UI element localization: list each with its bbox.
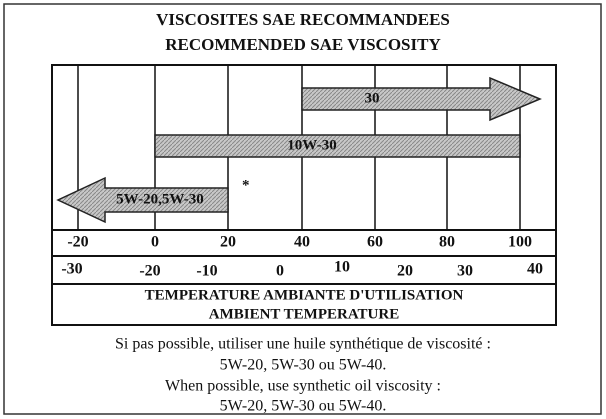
f-tick: 60 bbox=[367, 234, 383, 251]
title-fr: VISCOSITES SAE RECOMMANDEES bbox=[156, 10, 450, 29]
celsius-row: -30 -20 -10 0 10 20 30 40 bbox=[61, 259, 543, 280]
c-tick: 10 bbox=[334, 259, 350, 276]
note: Si pas possible, utiliser une huile synt… bbox=[115, 336, 491, 353]
grade-label: 5W-20,5W-30 bbox=[116, 191, 204, 207]
axis-label-fr: TEMPERATURE AMBIANTE D'UTILISATION bbox=[145, 287, 464, 303]
note: 5W-20, 5W-30 ou 5W-40. bbox=[220, 357, 387, 374]
c-tick: -20 bbox=[139, 263, 160, 280]
note: When possible, use synthetic oil viscosi… bbox=[165, 378, 441, 395]
c-tick: 30 bbox=[457, 263, 473, 280]
f-tick: 80 bbox=[439, 234, 455, 251]
f-tick: -20 bbox=[67, 234, 88, 251]
arrow-5w bbox=[56, 176, 229, 224]
fahrenheit-row: -20 0 20 40 60 80 100 bbox=[67, 234, 532, 251]
arrow-30 bbox=[301, 76, 542, 122]
grade-label: 10W-30 bbox=[287, 137, 336, 153]
c-tick: 40 bbox=[527, 261, 543, 278]
asterisk: * bbox=[242, 177, 250, 193]
f-tick: 0 bbox=[151, 234, 159, 251]
bar-10w30 bbox=[154, 134, 521, 158]
c-tick: -30 bbox=[61, 261, 82, 278]
f-tick: 100 bbox=[508, 234, 532, 251]
c-tick: 0 bbox=[276, 263, 284, 280]
note: 5W-20, 5W-30 ou 5W-40. bbox=[220, 398, 387, 415]
axis-label-en: AMBIENT TEMPERATURE bbox=[209, 306, 399, 322]
c-tick: 20 bbox=[397, 263, 413, 280]
c-tick: -10 bbox=[196, 263, 217, 280]
f-tick: 40 bbox=[294, 234, 310, 251]
grade-label: 30 bbox=[365, 90, 380, 106]
outer-border bbox=[3, 3, 602, 415]
title-en: RECOMMENDED SAE VISCOSITY bbox=[165, 35, 441, 54]
f-tick: 20 bbox=[220, 234, 236, 251]
